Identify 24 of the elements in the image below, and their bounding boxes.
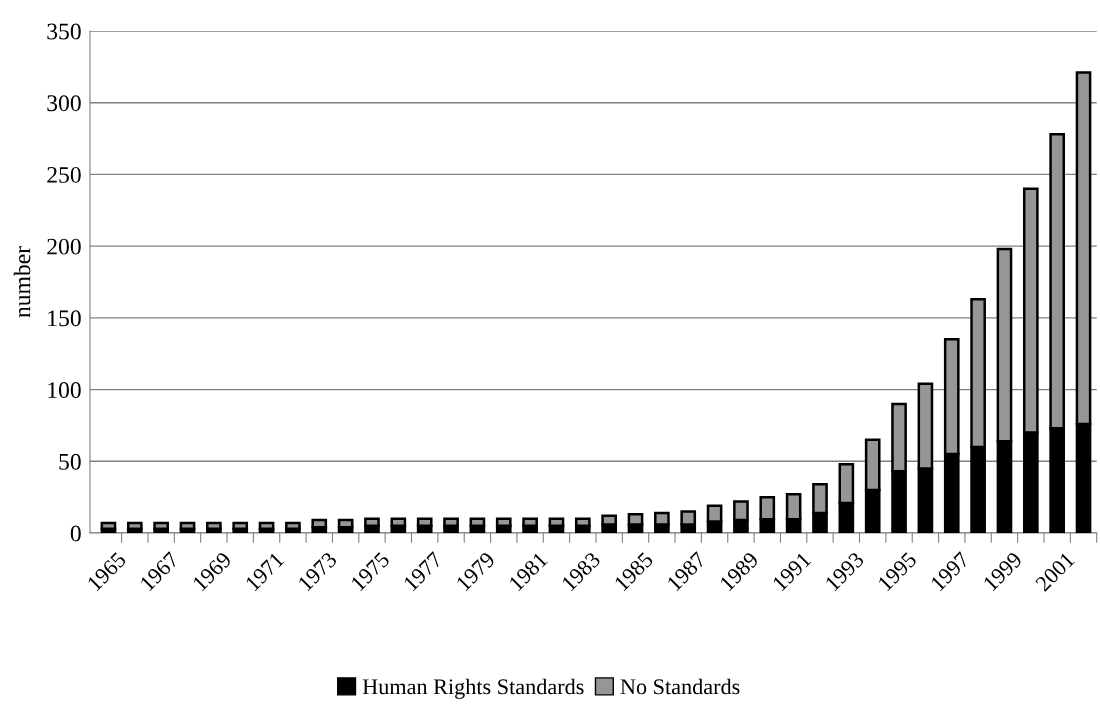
- legend-label: Human Rights Standards: [362, 678, 584, 699]
- bar: [179, 521, 196, 530]
- bar: [285, 521, 301, 530]
- x-tick-label: 1991: [772, 551, 812, 592]
- y-tick-label: 50: [59, 453, 81, 470]
- x-tick-label: 1981: [508, 551, 549, 592]
- bar: [153, 521, 169, 530]
- bar: [258, 521, 275, 530]
- x-tick-label: 1971: [244, 551, 285, 592]
- bar: [337, 518, 354, 529]
- y-tick-label: 250: [47, 166, 81, 183]
- legend-label: No Standards: [620, 678, 740, 695]
- y-tick-label: 200: [47, 238, 81, 255]
- y-axis-title: number: [13, 246, 31, 318]
- bar: [126, 521, 143, 530]
- bar: [311, 518, 328, 529]
- y-tick-label: 350: [47, 23, 81, 40]
- bar: [206, 521, 222, 530]
- y-tick-label: 100: [48, 382, 81, 398]
- y-tick-label: 300: [47, 95, 81, 112]
- bar: [100, 521, 117, 530]
- bar: [232, 521, 249, 530]
- y-tick-label: 0: [70, 525, 81, 542]
- y-tick-label: 150: [48, 310, 81, 327]
